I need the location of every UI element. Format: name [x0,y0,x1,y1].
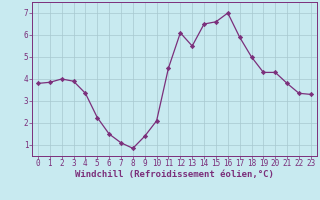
X-axis label: Windchill (Refroidissement éolien,°C): Windchill (Refroidissement éolien,°C) [75,170,274,179]
